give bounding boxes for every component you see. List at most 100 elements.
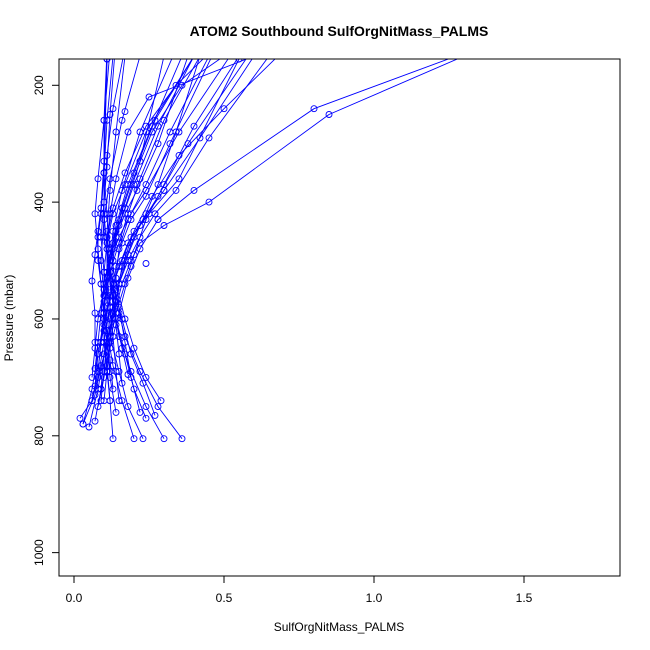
data-point (106, 303, 114, 311)
data-point (97, 385, 105, 393)
data-point (88, 373, 96, 381)
x-tick-label: 1.0 (366, 591, 383, 605)
x-axis: 0.0 0.5 1.0 1.5 (66, 575, 533, 605)
data-point (118, 239, 126, 247)
data-point (118, 379, 126, 387)
x-tick-label: 1.5 (516, 591, 533, 605)
data-point (97, 397, 105, 405)
data-point (104, 47, 110, 53)
data-point (100, 309, 108, 317)
data-point (154, 181, 162, 189)
data-point (109, 435, 117, 443)
data-point (172, 81, 180, 89)
profile-line-27 (112, 59, 188, 375)
data-point (267, 59, 271, 60)
data-point (133, 181, 141, 189)
data-point (136, 233, 144, 241)
data-point (115, 303, 123, 311)
data-point (142, 192, 150, 200)
data-point (123, 59, 127, 60)
data-point (136, 157, 144, 165)
data-point (91, 382, 99, 390)
data-point (127, 262, 135, 270)
data-point (154, 140, 162, 148)
data-point (138, 59, 142, 60)
data-point (196, 134, 204, 142)
data-point (145, 93, 153, 101)
profile-line-18 (103, 59, 221, 401)
data-point (142, 128, 150, 136)
data-point (310, 105, 318, 113)
data-point (103, 338, 111, 346)
data-point (184, 140, 192, 148)
data-point (252, 59, 256, 60)
data-point (91, 251, 99, 259)
data-point (112, 233, 120, 241)
profile-line-28 (97, 59, 111, 372)
data-point (139, 435, 147, 443)
data-point (113, 36, 119, 42)
data-point (109, 257, 117, 264)
data-point (157, 397, 165, 405)
data-point (160, 435, 168, 443)
data-point (112, 408, 120, 416)
data-point (91, 417, 99, 425)
data-point (136, 245, 144, 253)
profile-line-12 (106, 59, 183, 439)
x-axis-label: SulfOrgNitMass_PALMS (274, 620, 404, 634)
data-point (106, 111, 114, 118)
data-point (210, 59, 214, 60)
data-point (106, 356, 114, 364)
profile-line-11 (109, 59, 173, 439)
data-point (85, 423, 93, 431)
data-point (118, 344, 126, 352)
data-point (142, 403, 150, 411)
data-point (91, 391, 99, 399)
data-point (190, 186, 198, 194)
data-point (115, 280, 123, 288)
data-point (91, 309, 99, 317)
data-point (228, 59, 232, 60)
data-point (136, 175, 144, 183)
data-point (100, 297, 108, 305)
data-point (111, 59, 115, 60)
data-point (235, 59, 243, 63)
data-layer (76, 36, 466, 443)
y-tick-label: 200 (32, 75, 46, 95)
plot-frame (58, 58, 621, 577)
data-point (127, 216, 135, 224)
data-point (154, 403, 162, 411)
data-point (124, 371, 132, 378)
data-point (127, 233, 135, 241)
data-point (252, 59, 256, 60)
data-point (100, 368, 108, 375)
data-point (220, 105, 228, 113)
data-point (142, 414, 150, 422)
data-point (100, 116, 108, 124)
data-point (190, 122, 198, 130)
data-point (171, 59, 175, 60)
profile-line-23 (94, 59, 164, 369)
data-point (109, 210, 117, 218)
data-point (325, 111, 333, 118)
data-point (142, 260, 150, 267)
data-point (121, 181, 129, 189)
data-point (172, 186, 180, 194)
data-point (205, 134, 213, 142)
data-point (136, 368, 144, 375)
data-point (121, 108, 129, 116)
data-point (136, 408, 144, 416)
data-point (112, 175, 120, 183)
data-point (205, 198, 213, 206)
data-point (124, 128, 132, 136)
data-point (246, 59, 250, 60)
profile-line-22 (97, 59, 240, 372)
y-axis: 200 400 600 800 1000 (32, 75, 60, 566)
x-tick-label: 0.0 (66, 591, 83, 605)
data-point (130, 344, 138, 352)
data-point (136, 222, 144, 229)
data-point (178, 435, 186, 443)
data-point (91, 338, 99, 346)
data-point (100, 268, 108, 276)
data-point (115, 350, 123, 358)
